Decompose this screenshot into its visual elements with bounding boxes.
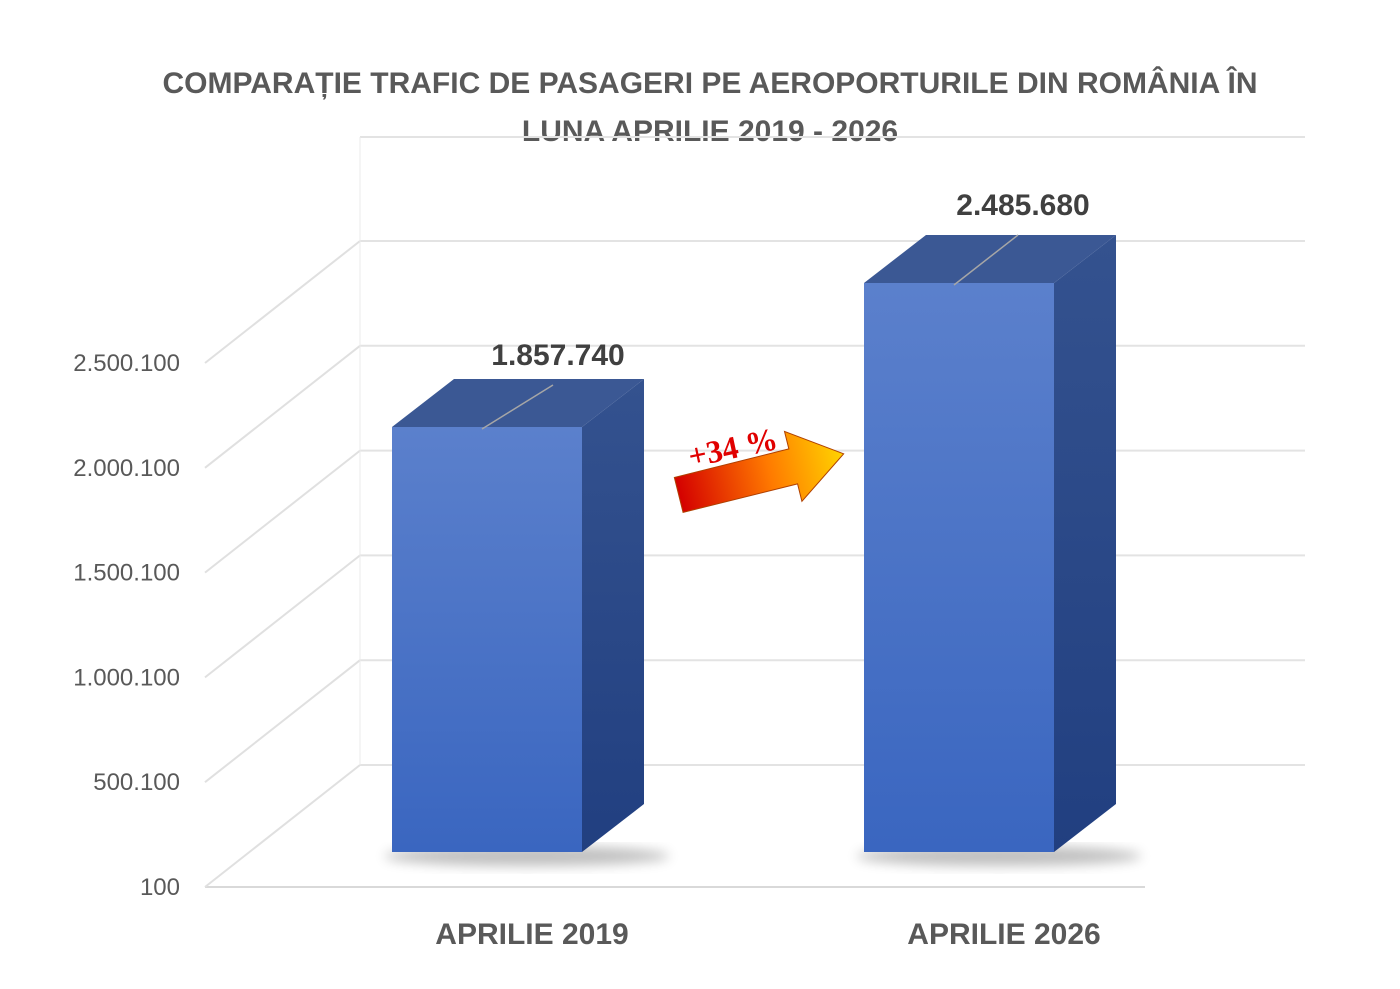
x-category-label: APRILIE 2019 [435, 918, 628, 951]
bars: 1.857.740 2.485.680 [384, 189, 1142, 866]
chart-title-line-2: LUNA APRILIE 2019 - 2026 [521, 115, 899, 148]
bar-side [1054, 235, 1116, 852]
bar-side [582, 379, 644, 852]
y-axis-tick-labels: 100 500.100 1.000.100 1.500.100 2.000.100 2.5… [73, 350, 180, 901]
bar-top [864, 235, 1116, 283]
bar [392, 427, 582, 852]
gridline-diagonal [204, 240, 361, 364]
x-category-label: APRILIE 2026 [907, 918, 1100, 951]
gridline-diagonal [204, 345, 361, 469]
gridline-diagonal [204, 449, 361, 574]
gridline-diagonal [204, 554, 361, 679]
x-axis-category-labels: APRILIE 2019 APRILIE 2026 [435, 918, 1100, 951]
data-label-leader [953, 234, 1019, 286]
y-tick-label: 100 [140, 874, 180, 901]
data-label: 2.485.680 [956, 189, 1089, 222]
chart-title-line-1: COMPARAȚIE TRAFIC DE PASAGERI PE AEROPOR… [162, 67, 1258, 100]
y-tick-label: 2.500.100 [73, 350, 180, 377]
growth-annotation: +34 % [673, 420, 845, 514]
gridline-diagonal [204, 764, 361, 888]
y-tick-label: 2.000.100 [73, 455, 180, 482]
gridline-diagonal [204, 659, 361, 783]
gridlines [204, 136, 1305, 888]
bar [864, 283, 1054, 852]
y-tick-label: 500.100 [93, 769, 180, 796]
bar-top [392, 379, 644, 427]
data-label: 1.857.740 [491, 339, 624, 372]
chart-title: COMPARAȚIE TRAFIC DE PASAGERI PE AEROPOR… [100, 60, 1320, 156]
data-label-leader [481, 384, 554, 430]
arrow-shape [673, 430, 845, 514]
growth-arrow [673, 430, 845, 514]
y-tick-label: 1.500.100 [73, 560, 180, 587]
y-tick-label: 1.000.100 [73, 664, 180, 691]
